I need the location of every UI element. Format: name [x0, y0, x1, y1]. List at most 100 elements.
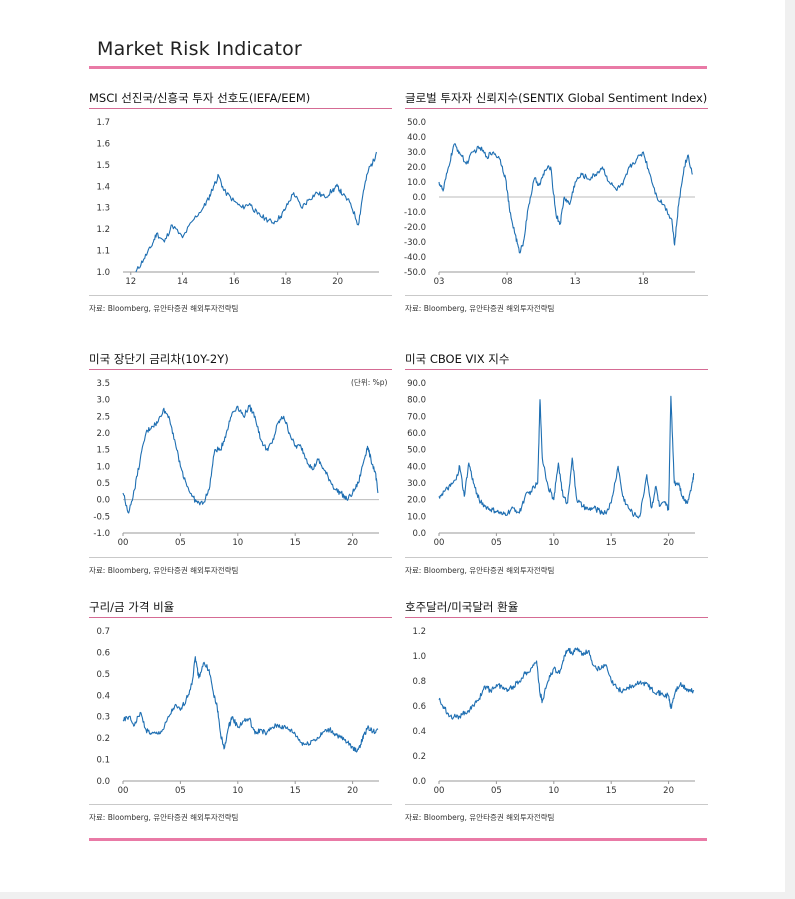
x-tick-label: 20 [332, 277, 343, 287]
series-line [438, 647, 695, 720]
panel-bottom-rule [89, 804, 392, 805]
y-tick-label: 1.0 [96, 268, 110, 278]
y-tick-label: 80.0 [407, 396, 426, 406]
source-note: 자료: Bloomberg, 유안타증권 해외투자전략팀 [405, 304, 555, 313]
source-note: 자료: Bloomberg, 유안타증권 해외투자전략팀 [405, 813, 555, 822]
x-tick-label: 00 [118, 538, 129, 548]
x-tick-label: 03 [434, 277, 445, 287]
y-tick-label: 90.0 [407, 379, 426, 389]
x-tick-label: 00 [118, 786, 129, 796]
y-tick-label: 1.5 [96, 161, 110, 171]
y-tick-label: -50.0 [404, 268, 426, 278]
x-tick-label: 16 [229, 277, 240, 287]
y-tick-label: 0.0 [412, 777, 426, 787]
chart-panel-iefa-eem: MSCI 선진국/신흥국 투자 선호도(IEFA/EEM) 1.7 1.6 1.5 1… [89, 90, 392, 320]
y-tick-label: 1.3 [96, 204, 110, 214]
panel-bottom-rule [405, 295, 708, 296]
y-tick-label: 0.0 [96, 496, 110, 506]
panel-title: 미국 CBOE VIX 지수 [405, 352, 510, 366]
y-tick-label: 0.0 [96, 777, 110, 787]
chart-panel-copper-gold: 구리/금 가격 비율 0.7 0.6 0.5 0.4 0.3 0.2 0.1 0.0 00 05 1… [89, 599, 392, 829]
y-tick-label: 3.0 [96, 396, 110, 406]
series-line [438, 143, 693, 254]
y-tick-label: 2.5 [96, 412, 110, 422]
chart-vix: 90.0 80.0 70.0 60.0 50.0 40.0 30.0 20.0 10.0 0.0 0… [407, 379, 695, 548]
y-tick-label: -30.0 [404, 238, 426, 248]
y-tick-label: 30.0 [407, 148, 426, 158]
y-tick-label: 1.7 [96, 118, 110, 128]
unit-label: (단위: %p) [351, 378, 388, 387]
x-tick-label: 10 [232, 786, 243, 796]
y-tick-label: 1.2 [96, 225, 110, 235]
source-note: 자료: Bloomberg, 유안타증권 해외투자전략팀 [89, 813, 239, 822]
chart-panel-sentix: 글로벌 투자자 신뢰지수(SENTIX Global Sentiment Ind… [404, 90, 708, 320]
x-tick-label: 15 [290, 786, 301, 796]
y-tick-label: 1.5 [96, 446, 110, 456]
y-tick-label: 0.6 [412, 702, 426, 712]
source-note: 자료: Bloomberg, 유안타증권 해외투자전략팀 [405, 566, 555, 575]
x-tick-label: 10 [548, 538, 559, 548]
y-tick-label: 1.6 [96, 139, 110, 149]
x-tick-label: 12 [125, 277, 136, 287]
panel-bottom-rule [405, 557, 708, 558]
y-tick-label: -10.0 [404, 208, 426, 218]
panel-title-rule [405, 369, 708, 370]
y-tick-label: 0.0 [412, 529, 426, 539]
y-tick-label: 3.5 [96, 379, 110, 389]
top-rule [89, 66, 707, 69]
panel-title: 글로벌 투자자 신뢰지수(SENTIX Global Sentiment Ind… [405, 91, 708, 105]
panel-title-rule [405, 617, 708, 618]
chart-panel-vix: 미국 CBOE VIX 지수 90.0 80.0 70.0 60.0 50.0 40.0 3… [405, 351, 708, 581]
y-tick-label: 1.1 [96, 247, 110, 257]
y-tick-label: -20.0 [404, 223, 426, 233]
x-tick-label: 10 [548, 786, 559, 796]
y-tick-label: 0.0 [412, 193, 426, 203]
panel-bottom-rule [89, 295, 392, 296]
y-tick-label: 20.0 [407, 496, 426, 506]
x-tick-label: 00 [434, 786, 445, 796]
x-tick-label: 15 [606, 786, 617, 796]
y-tick-label: 10.0 [407, 512, 426, 522]
y-tick-label: 1.4 [96, 182, 110, 192]
panel-title-rule [89, 617, 392, 618]
y-tick-label: 40.0 [407, 462, 426, 472]
x-tick-label: 00 [434, 538, 445, 548]
y-tick-label: 0.2 [412, 752, 426, 762]
series-line [438, 395, 695, 519]
chart-copper-gold: 0.7 0.6 0.5 0.4 0.3 0.2 0.1 0.0 00 05 10 15 20 [96, 627, 379, 796]
x-tick-label: 15 [290, 538, 301, 548]
y-tick-label: 50.0 [407, 118, 426, 128]
y-tick-label: -0.5 [93, 512, 110, 522]
y-tick-label: 0.3 [96, 713, 110, 723]
source-note: 자료: Bloomberg, 유안타증권 해외투자전략팀 [89, 566, 239, 575]
panel-title: 구리/금 가격 비율 [89, 600, 175, 614]
x-tick-label: 20 [347, 538, 358, 548]
x-tick-label: 13 [570, 277, 581, 287]
y-tick-label: 0.1 [96, 756, 110, 766]
y-tick-label: 70.0 [407, 412, 426, 422]
x-tick-label: 10 [232, 538, 243, 548]
y-tick-label: 0.4 [412, 727, 426, 737]
y-tick-label: 50.0 [407, 446, 426, 456]
y-tick-label: 10.0 [407, 178, 426, 188]
y-tick-label: 0.5 [96, 479, 110, 489]
panel-bottom-rule [89, 557, 392, 558]
y-tick-label: 0.6 [96, 648, 110, 658]
panel-title-rule [405, 108, 708, 109]
y-tick-label: 40.0 [407, 133, 426, 143]
series-line [122, 404, 379, 514]
x-tick-label: 05 [491, 786, 502, 796]
x-tick-label: 05 [175, 786, 186, 796]
chart-sentix: 50.0 40.0 30.0 20.0 10.0 0.0 -10.0 -20.0 -30.0 -4… [404, 118, 695, 287]
x-tick-label: 05 [175, 538, 186, 548]
panel-title: MSCI 선진국/신흥국 투자 선호도(IEFA/EEM) [89, 91, 311, 105]
chart-aud-usd: 1.2 1.0 0.8 0.6 0.4 0.2 0.0 00 05 10 15 20 [412, 627, 695, 796]
panel-title-rule [89, 369, 392, 370]
y-tick-label: 0.5 [96, 670, 110, 680]
y-tick-label: 30.0 [407, 479, 426, 489]
x-tick-label: 08 [502, 277, 513, 287]
y-tick-label: 1.0 [412, 652, 426, 662]
y-tick-label: 0.8 [412, 677, 426, 687]
y-tick-label: 2.0 [96, 429, 110, 439]
series-line [135, 151, 377, 273]
